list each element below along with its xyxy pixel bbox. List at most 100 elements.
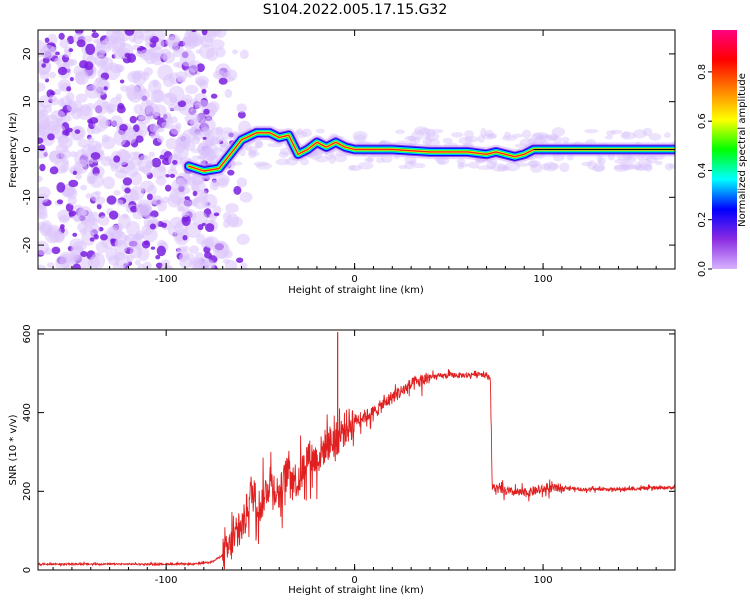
colorbar-ticks: 0.0 0.2 0.4 0.6 0.8 [697, 64, 712, 277]
ridge-haze [540, 163, 551, 171]
noise-blob-faint [77, 138, 90, 148]
noise-blob-faint [168, 85, 185, 103]
ridge-haze [255, 140, 264, 149]
noise-blob-strong [56, 182, 66, 193]
noise-blob-faint [53, 88, 62, 96]
noise-blob-faint [190, 108, 198, 114]
ridge-haze [202, 143, 219, 154]
noise-blob-strong [227, 169, 235, 176]
ridge-haze [425, 138, 441, 147]
noise-blob-strong [113, 155, 121, 163]
noise-blob-faint [73, 240, 87, 251]
noise-blob-strong [236, 257, 244, 263]
noise-blob-strong [165, 173, 171, 178]
ridge-haze [501, 135, 518, 141]
noise-blob-faint [155, 53, 162, 62]
ridge-haze [248, 151, 260, 157]
noise-blob-faint [90, 191, 101, 202]
noise-blob-faint [116, 199, 124, 206]
noise-blob-faint [153, 124, 161, 134]
noise-blob-faint [170, 116, 178, 124]
ridge-haze [648, 133, 662, 141]
noise-blob-strong [84, 61, 94, 71]
noise-blob-faint [204, 201, 212, 207]
noise-blob-faint [57, 98, 65, 107]
ridge-haze [604, 135, 614, 140]
noise-blob-faint [199, 152, 207, 160]
noise-blob-strong [219, 140, 224, 145]
noise-blob-strong [202, 136, 207, 140]
noise-blob-strong [218, 77, 228, 85]
noise-blob-faint [213, 30, 227, 39]
ridge-haze [221, 127, 233, 134]
noise-blob-faint [130, 186, 145, 201]
noise-blob-faint [206, 101, 220, 113]
y-tick-label: 0 [22, 567, 33, 573]
noise-blob-strong [89, 237, 95, 242]
noise-blob-faint [161, 121, 170, 128]
snr-frame [37, 329, 676, 571]
noise-blob-faint [66, 100, 83, 113]
noise-blob-strong [210, 93, 218, 99]
spectrogram-xlabel: Height of straight line (km) [288, 285, 424, 296]
snr-xlabel: Height of straight line (km) [288, 585, 424, 596]
y-tick-label: -10 [22, 189, 33, 205]
ridge-haze [559, 162, 570, 173]
noise-blob-faint [47, 33, 58, 46]
noise-blob-faint [65, 92, 75, 103]
ridge-haze [501, 166, 511, 171]
noise-blob-strong [117, 103, 125, 110]
noise-blob-strong [155, 262, 163, 269]
y-tick-label: 400 [22, 403, 33, 422]
noise-blob-faint [115, 93, 122, 100]
noise-blob-faint [177, 75, 186, 83]
noise-blob-strong [191, 30, 197, 33]
noise-blob-faint [141, 71, 150, 81]
ridge-haze [644, 164, 653, 172]
ridge-haze [375, 157, 385, 164]
noise-blob-strong [69, 77, 74, 82]
ridge-haze [245, 143, 252, 151]
ridge-haze [613, 164, 630, 171]
noise-blob-faint [199, 33, 213, 48]
noise-blob-faint [85, 193, 93, 199]
noise-blob-faint [87, 140, 103, 153]
noise-blob-strong [205, 223, 215, 233]
ridge-haze [424, 132, 431, 140]
noise-blob-faint [69, 151, 77, 158]
noise-blob-faint [167, 225, 177, 236]
noise-blob-faint [162, 112, 172, 122]
noise-blob-faint [175, 122, 182, 129]
noise-blob-faint [39, 44, 56, 59]
noise-blob-faint [80, 184, 88, 191]
noise-blob-faint [236, 177, 248, 188]
noise-blob-strong [130, 205, 138, 213]
ridge-haze [486, 132, 498, 139]
noise-blob-faint [75, 173, 82, 180]
noise-blob-strong [124, 187, 131, 194]
noise-blob-strong [196, 63, 205, 73]
ridge-haze [256, 162, 272, 170]
ridge-haze [458, 163, 470, 168]
noise-blob-faint [236, 233, 250, 245]
noise-blob-faint [102, 176, 115, 190]
noise-blob-strong [56, 199, 64, 205]
ridge-haze [634, 162, 642, 171]
noise-blob-faint [222, 258, 231, 264]
noise-blob-strong [197, 224, 204, 231]
ridge-haze [353, 134, 367, 144]
noise-blob-faint [211, 39, 225, 50]
ridge-haze [248, 149, 257, 159]
noise-blob-faint [142, 261, 152, 269]
noise-blob-strong [149, 223, 157, 230]
noise-blob-strong [72, 232, 78, 237]
noise-blob-strong [228, 132, 235, 138]
noise-blob-strong [213, 212, 220, 217]
noise-blob-faint [93, 99, 109, 115]
noise-blob-faint [55, 255, 70, 269]
ridge-haze [193, 131, 202, 141]
ridge-haze [188, 127, 204, 136]
ridge-haze [212, 147, 223, 154]
ridge-haze [620, 131, 636, 140]
noise-blob-strong [62, 130, 69, 135]
